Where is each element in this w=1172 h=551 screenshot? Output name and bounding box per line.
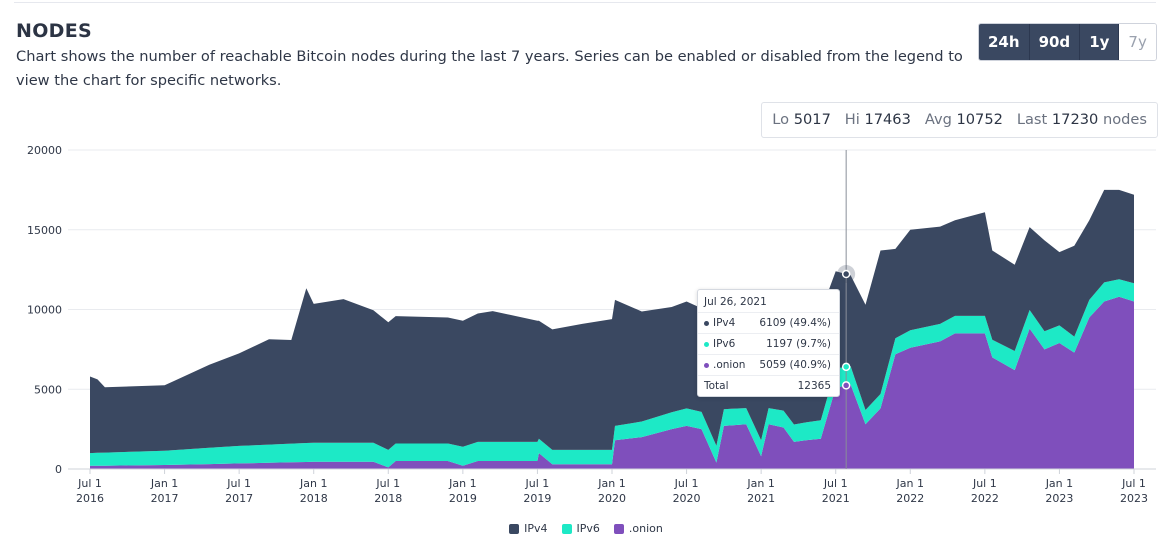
hover-marker (841, 269, 851, 279)
top-divider (14, 2, 1156, 3)
tooltip-row-total: Total 12365 (698, 376, 839, 396)
stat-avg-label: Avg (924, 111, 952, 128)
y-tick-label: 10000 (27, 304, 62, 317)
x-tick-label: Jul 1 (77, 477, 102, 490)
x-tick-label: 2020 (598, 492, 626, 505)
x-tick-label: 2022 (896, 492, 924, 505)
stat-avg-value: 10752 (956, 111, 1003, 128)
x-tick-label: 2023 (1120, 492, 1148, 505)
legend-item-ipv6[interactable]: IPv6 (561, 522, 600, 535)
x-tick-label: 2020 (673, 492, 701, 505)
x-tick-label: 2021 (747, 492, 775, 505)
ipv4-dot-icon (704, 320, 709, 326)
tooltip-row-ipv4: IPv4 6109 (49.4%) (698, 313, 839, 334)
legend-label-onion: .onion (628, 522, 663, 535)
tooltip-date: Jul 26, 2021 (698, 290, 839, 313)
tooltip-series-value: 5059 (40.9%) (759, 359, 831, 371)
hover-marker (841, 362, 851, 372)
x-tick-label: Jan 1 (746, 477, 774, 490)
legend-label-ipv6: IPv6 (576, 522, 600, 535)
y-tick-label: 5000 (34, 383, 62, 396)
stat-unit: nodes (1102, 111, 1147, 128)
range-button-90d[interactable]: 90d (1029, 24, 1081, 60)
tooltip-row-onion: .onion 5059 (40.9%) (698, 355, 839, 376)
range-button-24h[interactable]: 24h (979, 24, 1030, 60)
tooltip-series-value: 1197 (9.7%) (766, 338, 831, 350)
ipv6-dot-icon (704, 341, 709, 347)
time-range-selector: 24h 90d 1y 7y (978, 23, 1157, 61)
area-series-ipv4 (90, 189, 1134, 454)
x-tick-label: 2018 (374, 492, 402, 505)
x-tick-label: 2021 (822, 492, 850, 505)
x-tick-label: 2017 (225, 492, 253, 505)
x-tick-label: Jan 1 (299, 477, 327, 490)
range-button-7y[interactable]: 7y (1119, 24, 1156, 60)
tooltip-row-ipv6: IPv6 1197 (9.7%) (698, 334, 839, 355)
tooltip-series-name: IPv4 (713, 317, 736, 329)
x-tick-label: Jul 1 (823, 477, 848, 490)
range-button-1y[interactable]: 1y (1080, 24, 1120, 60)
ipv6-swatch-icon (561, 523, 572, 534)
area-series-onion (90, 296, 1134, 469)
y-tick-label: 0 (55, 463, 62, 476)
x-tick-label: Jul 1 (972, 477, 997, 490)
tooltip-total-label: Total (704, 380, 729, 392)
legend-item-ipv4[interactable]: IPv4 (509, 522, 548, 535)
x-tick-label: 2019 (449, 492, 477, 505)
x-tick-label: 2017 (151, 492, 179, 505)
x-tick-label: 2022 (971, 492, 999, 505)
x-tick-label: Jul 1 (1121, 477, 1146, 490)
stat-lo-label: Lo (772, 111, 790, 128)
onion-swatch-icon (613, 523, 624, 534)
stat-hi-label: Hi (844, 111, 860, 128)
tooltip-series-name: .onion (713, 359, 746, 371)
onion-dot-icon (704, 362, 709, 368)
x-tick-label: Jul 1 (674, 477, 699, 490)
chart-legend: IPv4 IPv6 .onion (0, 522, 1172, 535)
x-tick-label: 2019 (523, 492, 551, 505)
x-tick-label: Jul 1 (226, 477, 251, 490)
x-tick-label: Jan 1 (448, 477, 476, 490)
y-tick-label: 20000 (27, 144, 62, 157)
legend-label-ipv4: IPv4 (524, 522, 548, 535)
x-tick-label: Jul 1 (375, 477, 400, 490)
x-tick-label: Jan 1 (1045, 477, 1073, 490)
legend-item-onion[interactable]: .onion (613, 522, 663, 535)
stats-summary: Lo 5017 Hi 17463 Avg 10752 Last 17230 no… (761, 102, 1158, 138)
x-tick-label: Jan 1 (150, 477, 178, 490)
x-tick-label: 2016 (76, 492, 104, 505)
stat-hi-value: 17463 (864, 111, 911, 128)
x-tick-label: Jul 1 (525, 477, 550, 490)
stat-last-value: 17230 (1051, 111, 1099, 128)
nodes-area-chart[interactable]: 20000 15000 10000 5000 0 Jul 1 2016 Jan 1 2017 Ju… (0, 140, 1172, 520)
tooltip-total-value: 12365 (797, 380, 831, 392)
tooltip-series-value: 6109 (49.4%) (759, 317, 831, 329)
ipv4-swatch-icon (509, 523, 520, 534)
y-tick-label: 15000 (27, 224, 62, 237)
tooltip-series-name: IPv6 (713, 338, 736, 350)
stat-last-label: Last (1016, 111, 1048, 128)
x-tick-label: Jan 1 (896, 477, 924, 490)
x-tick-label: Jan 1 (597, 477, 625, 490)
x-tick-label: 2023 (1045, 492, 1073, 505)
hover-marker (841, 381, 851, 390)
chart-description: Chart shows the number of reachable Bitc… (16, 48, 963, 89)
x-tick-label: 2018 (300, 492, 328, 505)
page-title: NODES (16, 20, 92, 42)
stat-lo-value: 5017 (793, 111, 831, 128)
chart-tooltip: Jul 26, 2021 IPv4 6109 (49.4%) IPv6 1197… (697, 289, 840, 397)
